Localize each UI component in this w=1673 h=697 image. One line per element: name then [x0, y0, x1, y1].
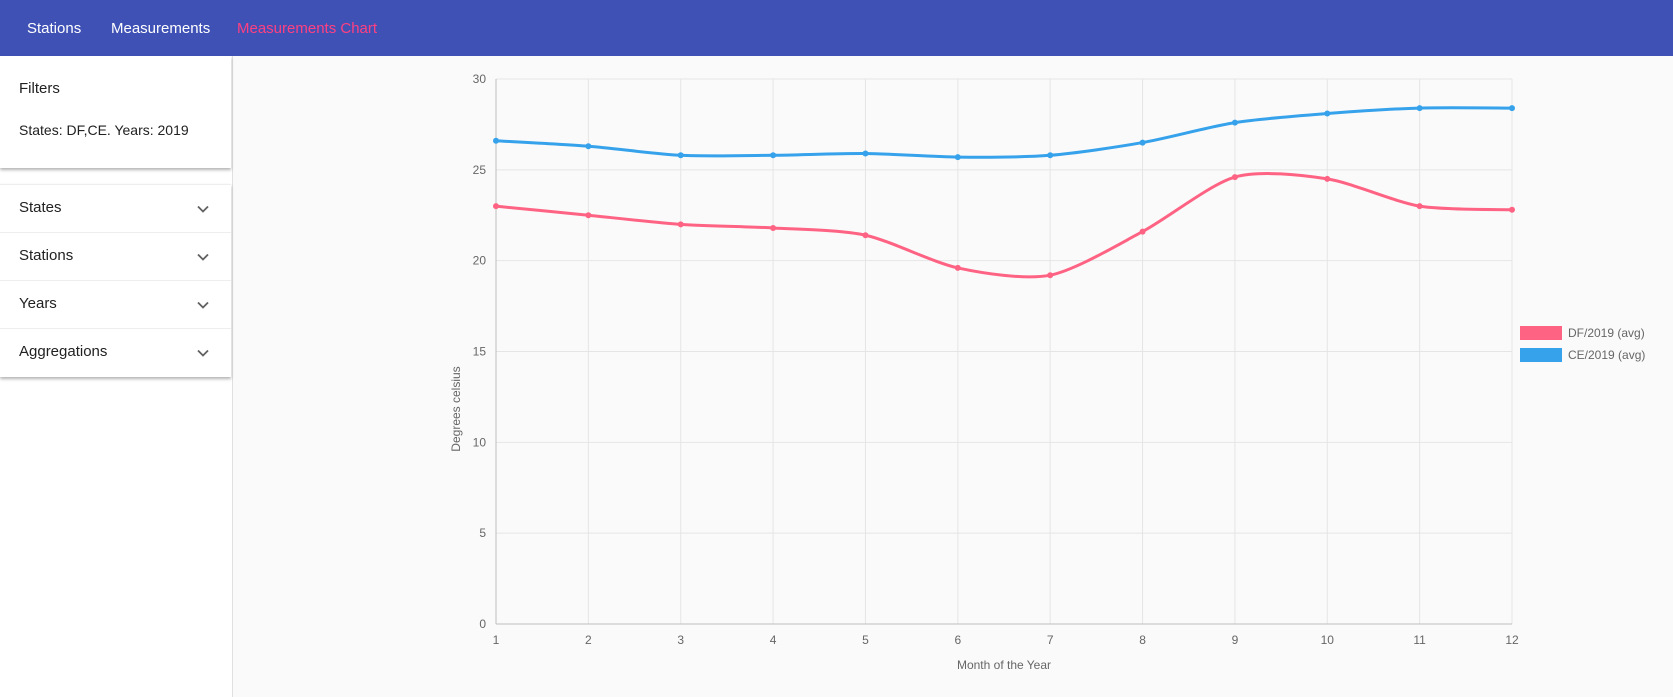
y-tick-label: 15 [473, 345, 487, 359]
data-point [1139, 228, 1146, 235]
x-tick-label: 8 [1139, 633, 1146, 647]
data-point [1139, 139, 1146, 146]
x-tick-label: 10 [1321, 633, 1335, 647]
x-tick-label: 1 [493, 633, 500, 647]
data-point [1509, 206, 1515, 213]
legend-swatch [1520, 348, 1562, 362]
data-point [770, 224, 777, 231]
x-tick-label: 11 [1413, 633, 1426, 647]
data-point [585, 143, 592, 150]
data-point [954, 264, 961, 271]
filters-summary: States: DF,CE. Years: 2019 [19, 122, 189, 138]
y-axis-title: Degrees celsius [449, 366, 463, 451]
x-tick-label: 3 [677, 633, 684, 647]
x-tick-label: 6 [954, 633, 961, 647]
y-tick-label: 25 [473, 163, 487, 177]
data-point [1324, 110, 1331, 117]
accordion-item-aggregations[interactable]: Aggregations [0, 328, 231, 376]
nav-link-measurements-chart[interactable]: Measurements Chart [237, 20, 378, 37]
data-point [1416, 203, 1423, 210]
data-point [1047, 272, 1054, 279]
data-point [770, 152, 777, 159]
x-tick-label: 4 [770, 633, 777, 647]
x-tick-label: 9 [1232, 633, 1239, 647]
chevron-down-icon [197, 301, 209, 309]
x-tick-label: 2 [585, 633, 592, 647]
chart-series [493, 105, 1515, 279]
y-tick-label: 30 [473, 72, 487, 86]
legend-label: CE/2019 (avg) [1568, 348, 1645, 362]
legend-label: DF/2019 (avg) [1568, 326, 1645, 340]
chart-grid [495, 78, 1513, 625]
data-point [1324, 175, 1331, 182]
data-point [862, 232, 869, 239]
data-point [677, 221, 684, 228]
data-point [954, 154, 961, 161]
nav-link-measurements[interactable]: Measurements [111, 20, 211, 37]
y-tick-label: 20 [473, 254, 487, 268]
data-point [677, 152, 684, 159]
legend-swatch [1520, 326, 1562, 340]
filters-card: Filters States: DF,CE. Years: 2019 [0, 56, 231, 168]
accordion-label-aggregations: Aggregations [19, 343, 108, 360]
chevron-down-icon [197, 205, 209, 213]
chevron-down-icon [197, 253, 209, 261]
top-navbar: Stations Measurements Measurements Chart [0, 0, 1673, 56]
chart-legend: DF/2019 (avg) CE/2019 (avg) [1520, 326, 1645, 362]
accordion-label-stations: Stations [19, 247, 74, 264]
data-point [585, 212, 592, 219]
series-line-1 [495, 106, 1513, 159]
data-point [1231, 119, 1238, 126]
data-point [493, 137, 499, 144]
x-tick-label: 12 [1505, 633, 1519, 647]
y-tick-label: 10 [473, 435, 487, 449]
filters-title: Filters [19, 80, 60, 97]
data-point [1416, 105, 1423, 112]
accordion-item-states[interactable]: States [0, 184, 231, 232]
series-line-0 [495, 172, 1513, 279]
accordion-item-stations[interactable]: Stations [0, 232, 231, 280]
data-point [493, 203, 499, 210]
accordion-label-years: Years [19, 295, 57, 312]
accordion-item-years[interactable]: Years [0, 280, 231, 328]
x-tick-label: 5 [862, 633, 869, 647]
x-axis-title: Month of the Year [957, 658, 1051, 672]
y-tick-label: 5 [479, 526, 486, 540]
data-point [862, 150, 869, 157]
accordion-label-states: States [19, 199, 62, 216]
y-tick-label: 0 [479, 617, 486, 631]
data-point [1047, 152, 1054, 159]
nav-link-stations[interactable]: Stations [27, 20, 82, 37]
filters-sidebar: Filters States: DF,CE. Years: 2019 State… [0, 56, 233, 697]
filters-accordion: States Stations Years Aggregations [0, 184, 231, 377]
x-tick-label: 7 [1047, 633, 1054, 647]
data-point [1231, 174, 1238, 181]
data-point [1509, 105, 1515, 112]
chevron-down-icon [197, 349, 209, 357]
